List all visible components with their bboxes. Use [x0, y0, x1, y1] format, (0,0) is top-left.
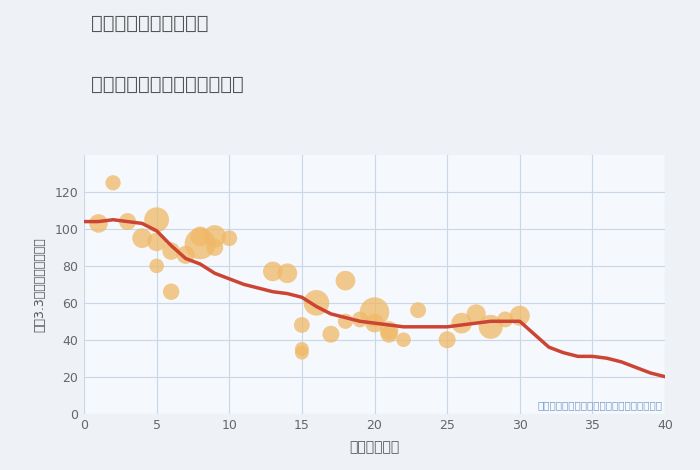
Point: [340, 277, 351, 284]
Point: [398, 336, 409, 344]
Text: 円の大きさは、取引のあった物件面積を示す: 円の大きさは、取引のあった物件面積を示す: [537, 400, 662, 410]
Point: [500, 316, 511, 323]
Point: [151, 238, 162, 246]
Point: [296, 349, 307, 356]
Point: [369, 320, 380, 327]
Point: [209, 233, 220, 240]
Point: [180, 251, 191, 258]
Point: [456, 320, 468, 327]
Point: [93, 219, 104, 227]
Text: 築年数別中古マンション価格: 築年数別中古マンション価格: [91, 75, 244, 94]
Point: [485, 323, 496, 330]
Point: [281, 269, 293, 277]
X-axis label: 築年数（年）: 築年数（年）: [349, 440, 400, 454]
Point: [442, 336, 453, 344]
Point: [122, 218, 133, 225]
Text: 三重県四日市市赤水町: 三重県四日市市赤水町: [91, 14, 209, 33]
Point: [311, 299, 322, 306]
Point: [326, 330, 337, 338]
Point: [267, 267, 279, 275]
Point: [470, 310, 482, 318]
Point: [136, 235, 148, 242]
Point: [195, 240, 206, 248]
Point: [384, 330, 395, 338]
Point: [384, 327, 395, 334]
Point: [151, 262, 162, 270]
Point: [340, 318, 351, 325]
Point: [354, 316, 365, 323]
Point: [165, 288, 176, 296]
Point: [296, 321, 307, 329]
Point: [514, 312, 525, 320]
Point: [369, 308, 380, 316]
Point: [412, 306, 423, 314]
Point: [296, 345, 307, 352]
Point: [151, 216, 162, 223]
Point: [195, 233, 206, 240]
Point: [209, 243, 220, 251]
Y-axis label: 坪（3.3㎡）単価（万円）: 坪（3.3㎡）単価（万円）: [33, 237, 46, 332]
Point: [224, 235, 235, 242]
Point: [108, 179, 119, 187]
Point: [165, 247, 176, 255]
